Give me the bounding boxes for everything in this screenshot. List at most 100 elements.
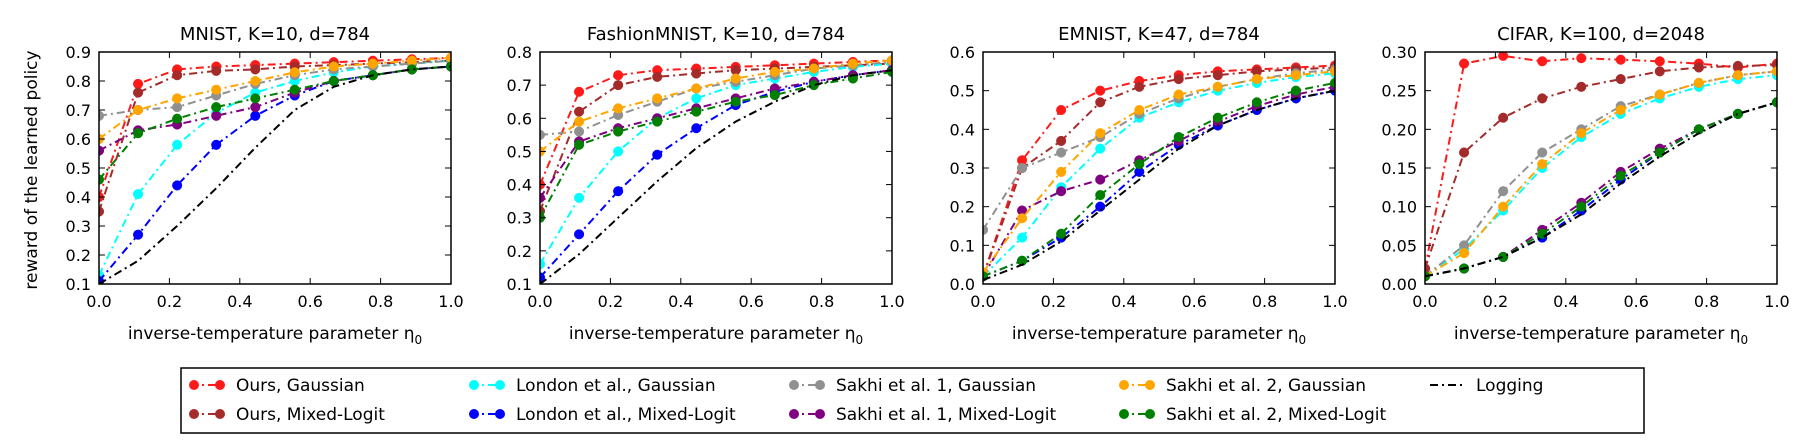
legend-label: Sakhi et al. 1, Gaussian bbox=[836, 376, 1036, 396]
series-line bbox=[99, 59, 451, 212]
data-point bbox=[691, 83, 702, 94]
plot-area bbox=[983, 60, 1335, 282]
legend-item: Logging bbox=[1430, 376, 1543, 396]
y-tick-label: 0.7 bbox=[66, 101, 91, 120]
x-tick-label: 0.2 bbox=[1041, 292, 1066, 311]
data-point bbox=[886, 55, 892, 66]
data-point bbox=[574, 106, 585, 117]
y-tick-label: 0.3 bbox=[507, 209, 532, 228]
data-point bbox=[691, 68, 702, 79]
data-point bbox=[691, 123, 702, 134]
data-point bbox=[1615, 170, 1626, 181]
axes-frame bbox=[982, 51, 1336, 285]
series-line bbox=[540, 62, 892, 212]
data-point bbox=[1459, 248, 1470, 259]
data-point bbox=[1425, 263, 1431, 274]
data-point bbox=[613, 103, 624, 114]
data-point bbox=[574, 192, 585, 203]
y-axis-label: reward of the learned policy bbox=[22, 50, 42, 289]
data-point bbox=[1095, 190, 1106, 201]
x-tick-label: 0.8 bbox=[1252, 292, 1277, 311]
chart-panel-2: FashionMNIST, K=10, d=784 0.0 0.2 0.4 0.6 0.8… bbox=[507, 24, 905, 347]
data-point bbox=[574, 126, 585, 137]
data-point bbox=[1056, 166, 1067, 177]
legend-item: Sakhi et al. 1, Gaussian bbox=[789, 376, 1036, 396]
chart-title: EMNIST, K=47, d=784 bbox=[1058, 24, 1260, 45]
data-point bbox=[1212, 70, 1223, 81]
data-point bbox=[1615, 74, 1626, 85]
series-line bbox=[983, 81, 1335, 278]
data-point bbox=[99, 174, 105, 185]
legend-item: London et al., Mixed-Logit bbox=[469, 405, 736, 425]
data-point bbox=[328, 75, 339, 87]
data-point bbox=[652, 149, 663, 160]
x-axis-label: inverse-temperature parameter η0 bbox=[128, 324, 422, 347]
legend-label: Ours, Gaussian bbox=[236, 376, 365, 396]
y-tick-label: 0.30 bbox=[1381, 43, 1417, 62]
data-point bbox=[1134, 104, 1145, 116]
data-point bbox=[1732, 70, 1743, 81]
data-point bbox=[211, 110, 222, 121]
plot-area bbox=[1425, 52, 1777, 282]
axes-frame bbox=[98, 51, 452, 285]
legend: Ours, Gaussian Ours, Mixed-Logit London et… bbox=[180, 367, 1645, 434]
data-point bbox=[172, 113, 183, 124]
series-line bbox=[99, 59, 451, 276]
data-point bbox=[211, 84, 222, 95]
data-point bbox=[1654, 56, 1665, 67]
y-tick-label: 0.00 bbox=[1381, 275, 1417, 294]
data-point bbox=[1576, 53, 1587, 64]
x-tick-label: 0.4 bbox=[668, 292, 693, 311]
x-tick-label: 0.4 bbox=[1553, 292, 1578, 311]
data-point bbox=[1056, 228, 1067, 239]
x-tick-label: 1.0 bbox=[438, 292, 463, 311]
y-tick-label: 0.25 bbox=[1381, 82, 1417, 101]
series-line bbox=[99, 56, 451, 198]
data-point bbox=[574, 86, 585, 97]
data-point bbox=[1654, 89, 1665, 100]
x-tick-label: 0.4 bbox=[227, 292, 252, 311]
legend-label: Ours, Mixed-Logit bbox=[236, 405, 385, 425]
x-tick-label: 1.0 bbox=[879, 292, 904, 311]
data-point bbox=[328, 61, 339, 72]
data-point bbox=[613, 126, 624, 137]
series-line bbox=[1425, 101, 1777, 278]
data-point bbox=[1095, 128, 1106, 139]
data-point bbox=[574, 229, 585, 240]
data-point bbox=[613, 186, 624, 197]
data-point bbox=[574, 116, 585, 127]
chart-panel-1: MNIST, K=10, d=784 0.0 0.2 0.4 0.6 0.8 1.0 0.1 0… bbox=[66, 24, 464, 347]
data-point bbox=[1134, 81, 1145, 92]
data-point bbox=[1498, 52, 1509, 61]
x-tick-label: 0.0 bbox=[527, 292, 552, 311]
legend-label: London et al., Mixed-Logit bbox=[516, 405, 736, 425]
data-point bbox=[133, 104, 144, 116]
data-point bbox=[133, 128, 144, 139]
data-point bbox=[1537, 228, 1548, 239]
data-point bbox=[1459, 147, 1470, 158]
legend-item: London et al., Gaussian bbox=[469, 376, 716, 396]
x-tick-label: 0.0 bbox=[1412, 292, 1437, 311]
series-line bbox=[540, 59, 892, 153]
y-tick-label: 0.5 bbox=[950, 82, 975, 101]
data-point bbox=[1498, 186, 1509, 197]
data-point bbox=[1693, 77, 1704, 88]
y-tick-label: 0.6 bbox=[950, 43, 975, 62]
data-point bbox=[1732, 60, 1743, 71]
data-point bbox=[1251, 97, 1262, 108]
data-point bbox=[1576, 81, 1587, 92]
series-line bbox=[99, 65, 451, 282]
data-point bbox=[1212, 112, 1223, 123]
series-line bbox=[1425, 74, 1777, 278]
data-point bbox=[652, 116, 663, 127]
data-point bbox=[211, 139, 222, 150]
data-point bbox=[847, 58, 858, 69]
legend-label: Sakhi et al. 2, Mixed-Logit bbox=[1166, 405, 1386, 425]
data-point bbox=[1056, 186, 1067, 197]
data-point bbox=[1134, 159, 1145, 170]
data-point bbox=[574, 139, 585, 150]
data-point bbox=[1498, 201, 1509, 212]
data-point bbox=[1459, 58, 1470, 69]
data-point bbox=[406, 55, 417, 66]
